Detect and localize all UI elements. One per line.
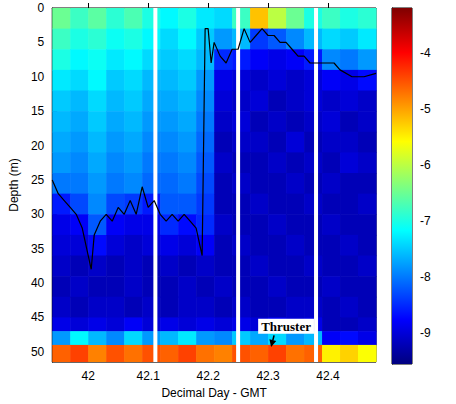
svg-text:20: 20	[31, 139, 45, 153]
svg-text:40: 40	[31, 276, 45, 290]
svg-text:42: 42	[82, 369, 96, 383]
svg-text:Decimal Day - GMT: Decimal Day - GMT	[161, 386, 267, 400]
svg-text:-8: -8	[420, 270, 431, 284]
svg-text:42.4: 42.4	[316, 369, 340, 383]
svg-text:35: 35	[31, 242, 45, 256]
svg-text:5: 5	[38, 35, 45, 49]
svg-text:Depth (m): Depth (m)	[7, 158, 21, 211]
svg-text:50: 50	[31, 345, 45, 359]
svg-text:Thruster: Thruster	[261, 319, 311, 334]
svg-text:25: 25	[31, 173, 45, 187]
svg-text:42.1: 42.1	[136, 369, 160, 383]
svg-text:-4: -4	[420, 46, 431, 60]
svg-text:42.3: 42.3	[256, 369, 280, 383]
svg-text:42.2: 42.2	[196, 369, 220, 383]
svg-text:10: 10	[31, 70, 45, 84]
svg-text:30: 30	[31, 207, 45, 221]
svg-text:45: 45	[31, 310, 45, 324]
svg-text:0: 0	[38, 1, 45, 15]
svg-text:15: 15	[31, 104, 45, 118]
svg-text:-9: -9	[420, 326, 431, 340]
svg-text:-5: -5	[420, 102, 431, 116]
svg-text:-6: -6	[420, 158, 431, 172]
svg-text:-7: -7	[420, 214, 431, 228]
